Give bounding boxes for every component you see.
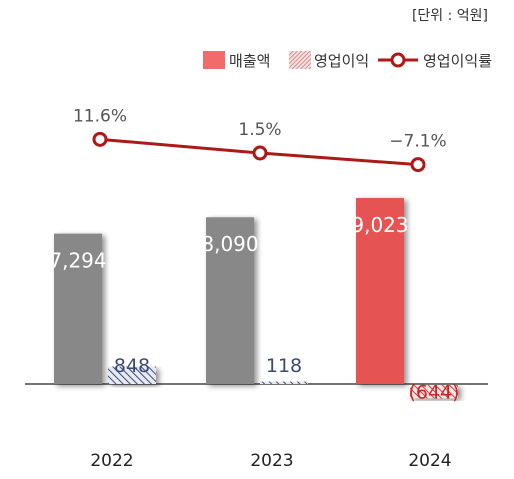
legend-operating-profit-label: 영업이익	[314, 52, 369, 70]
bar-operating-profit-label-2023: 118	[266, 355, 302, 377]
line-point-2022	[92, 131, 108, 147]
legend-sales-label: 매출액	[229, 52, 270, 70]
bar-operating-profit-2023	[260, 381, 308, 384]
line-point-label-2024: −7.1%	[389, 132, 446, 152]
x-tick-label-2024: 2024	[408, 451, 451, 471]
bar-sales-label-2023: 8,090	[201, 232, 258, 256]
x-tick-label-2023: 2023	[250, 451, 293, 471]
line-point-2023	[252, 145, 268, 161]
legend-operating-margin-marker	[390, 52, 406, 68]
bar-operating-profit-2024	[410, 385, 458, 399]
bar-operating-profit-label-2024: (644)	[408, 382, 459, 404]
line-point-label-2023: 1.5%	[238, 120, 281, 140]
unit-note: [단위 : 억원]	[412, 8, 488, 24]
x-tick-label-2022: 2022	[90, 451, 133, 471]
bar-sales-label-2022: 7,294	[49, 249, 106, 273]
bar-sales-2022	[54, 233, 102, 384]
line-point-2024	[410, 157, 426, 173]
legend-sales-swatch	[203, 51, 225, 69]
line-point-label-2022: 11.6%	[73, 106, 127, 126]
bar-operating-profit-label-2022: 848	[114, 355, 150, 377]
bar-sales-2023	[206, 217, 254, 384]
bar-sales-2024	[356, 198, 404, 384]
bar-operating-profit-2022	[108, 366, 156, 384]
legend-operating-margin-label: 영업이익률	[423, 52, 492, 70]
legend-operating-profit-swatch	[289, 51, 311, 69]
bar-sales-label-2024: 9,023	[351, 213, 408, 237]
